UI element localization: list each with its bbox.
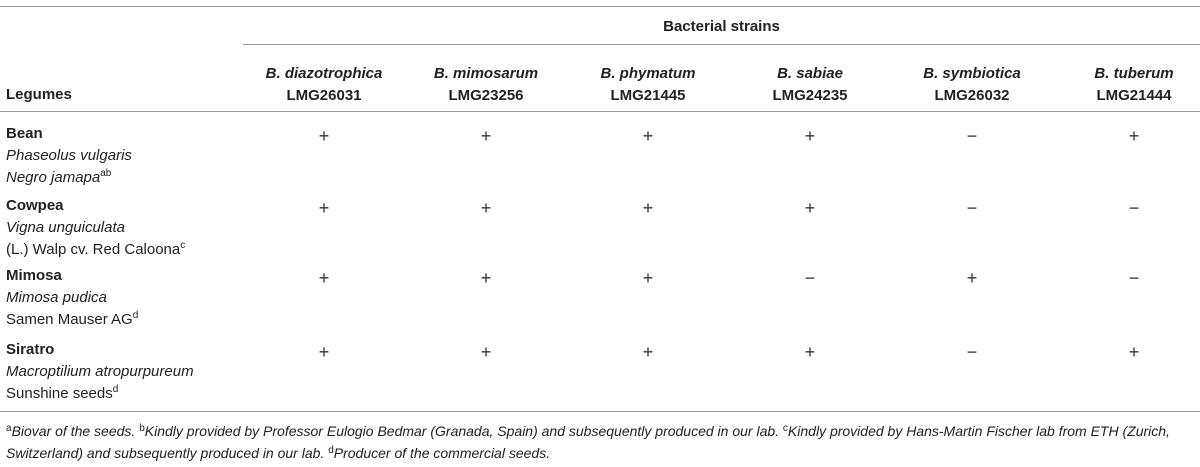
table-cell: − bbox=[804, 268, 816, 288]
table-cell: + bbox=[804, 126, 816, 146]
column-strain: LMG23256 bbox=[448, 87, 524, 104]
legume-cultivar: (L.) Walp cv. Red Caloonac bbox=[6, 240, 186, 259]
table-cell: − bbox=[966, 342, 978, 362]
group-header-rule bbox=[243, 44, 1200, 45]
table-cell: − bbox=[966, 126, 978, 146]
footnote-mark: c bbox=[180, 240, 186, 251]
footnote-text: Biovar of the seeds. bbox=[11, 423, 136, 439]
column-strain: LMG26032 bbox=[934, 87, 1010, 104]
footnote-mark: ab bbox=[100, 168, 112, 179]
group-header: Bacterial strains bbox=[663, 18, 780, 35]
legume-name: Mimosa bbox=[6, 267, 62, 284]
table-cell: + bbox=[480, 126, 492, 146]
column-species: B. symbiotica bbox=[923, 65, 1021, 82]
legume-scientific-name: Macroptilium atropurpureum bbox=[6, 363, 194, 380]
table-cell: + bbox=[642, 126, 654, 146]
column-header: B. mimosarum LMG23256 bbox=[405, 63, 567, 107]
legume-name: Bean bbox=[6, 125, 43, 142]
column-header: B. tuberum LMG21444 bbox=[1053, 63, 1200, 107]
column-strain: LMG21444 bbox=[1096, 87, 1172, 104]
column-header: B. diazotrophica LMG26031 bbox=[243, 63, 405, 107]
table-row: Siratro Macroptilium atropurpureum Sunsh… bbox=[6, 339, 246, 405]
footnote-text: Producer of the commercial seeds. bbox=[333, 445, 551, 461]
table-cell: + bbox=[1128, 342, 1140, 362]
table-cell: + bbox=[480, 268, 492, 288]
table-cell: + bbox=[480, 198, 492, 218]
column-strain: LMG24235 bbox=[772, 87, 848, 104]
column-species: B. tuberum bbox=[1094, 65, 1174, 82]
table-row: Cowpea Vigna unguiculata (L.) Walp cv. R… bbox=[6, 195, 246, 261]
legume-cultivar: Samen Mauser AGd bbox=[6, 310, 139, 329]
table-cell: + bbox=[642, 198, 654, 218]
table-top-rule bbox=[0, 6, 1200, 7]
table-cell: + bbox=[642, 268, 654, 288]
column-species: B. diazotrophica bbox=[265, 65, 383, 82]
footnote-mark: d bbox=[132, 310, 139, 321]
column-header: B. phymatum LMG21445 bbox=[567, 63, 729, 107]
table-bottom-rule bbox=[0, 411, 1200, 412]
column-strain: LMG26031 bbox=[286, 87, 362, 104]
table-cell: + bbox=[318, 268, 330, 288]
table-cell: + bbox=[480, 342, 492, 362]
table-cell: + bbox=[642, 342, 654, 362]
table-cell: + bbox=[318, 342, 330, 362]
footnote-mark: d bbox=[112, 384, 119, 395]
table-cell: + bbox=[1128, 126, 1140, 146]
table-row: Mimosa Mimosa pudica Samen Mauser AGd bbox=[6, 265, 246, 331]
header-bottom-rule bbox=[0, 111, 1200, 112]
footnote-mark: a bbox=[6, 423, 12, 434]
legume-cultivar: Sunshine seedsd bbox=[6, 384, 119, 403]
column-species: B. phymatum bbox=[600, 65, 696, 82]
legume-cultivar: Negro jamapaab bbox=[6, 168, 112, 187]
legume-scientific-name: Vigna unguiculata bbox=[6, 219, 125, 236]
column-header: B. symbiotica LMG26032 bbox=[891, 63, 1053, 107]
table-cell: + bbox=[318, 198, 330, 218]
table-cell: − bbox=[966, 198, 978, 218]
footnote-mark: c bbox=[782, 423, 788, 434]
column-species: B. sabiae bbox=[777, 65, 843, 82]
table-cell: + bbox=[318, 126, 330, 146]
table-cell: − bbox=[1128, 268, 1140, 288]
footnote-mark: d bbox=[328, 445, 334, 456]
column-header: B. sabiae LMG24235 bbox=[729, 63, 891, 107]
table-cell: + bbox=[804, 342, 816, 362]
legume-scientific-name: Mimosa pudica bbox=[6, 289, 107, 306]
row-header: Legumes bbox=[6, 86, 72, 103]
legume-name: Siratro bbox=[6, 341, 55, 358]
footnote-text: Kindly provided by Professor Eulogio Bed… bbox=[144, 423, 780, 439]
table-cell: − bbox=[1128, 198, 1140, 218]
column-species: B. mimosarum bbox=[433, 65, 539, 82]
table-footnotes: aBiovar of the seeds. bKindly provided b… bbox=[6, 420, 1196, 464]
table-row: Bean Phaseolus vulgaris Negro jamapaab bbox=[6, 123, 246, 189]
legume-scientific-name: Phaseolus vulgaris bbox=[6, 147, 132, 164]
footnote-mark: b bbox=[139, 423, 145, 434]
table-cell: + bbox=[804, 198, 816, 218]
table-cell: + bbox=[966, 268, 978, 288]
footnote-text: Kindly provided by Hans-Martin Fischer l… bbox=[6, 423, 1170, 461]
column-strain: LMG21445 bbox=[610, 87, 686, 104]
legume-name: Cowpea bbox=[6, 197, 64, 214]
